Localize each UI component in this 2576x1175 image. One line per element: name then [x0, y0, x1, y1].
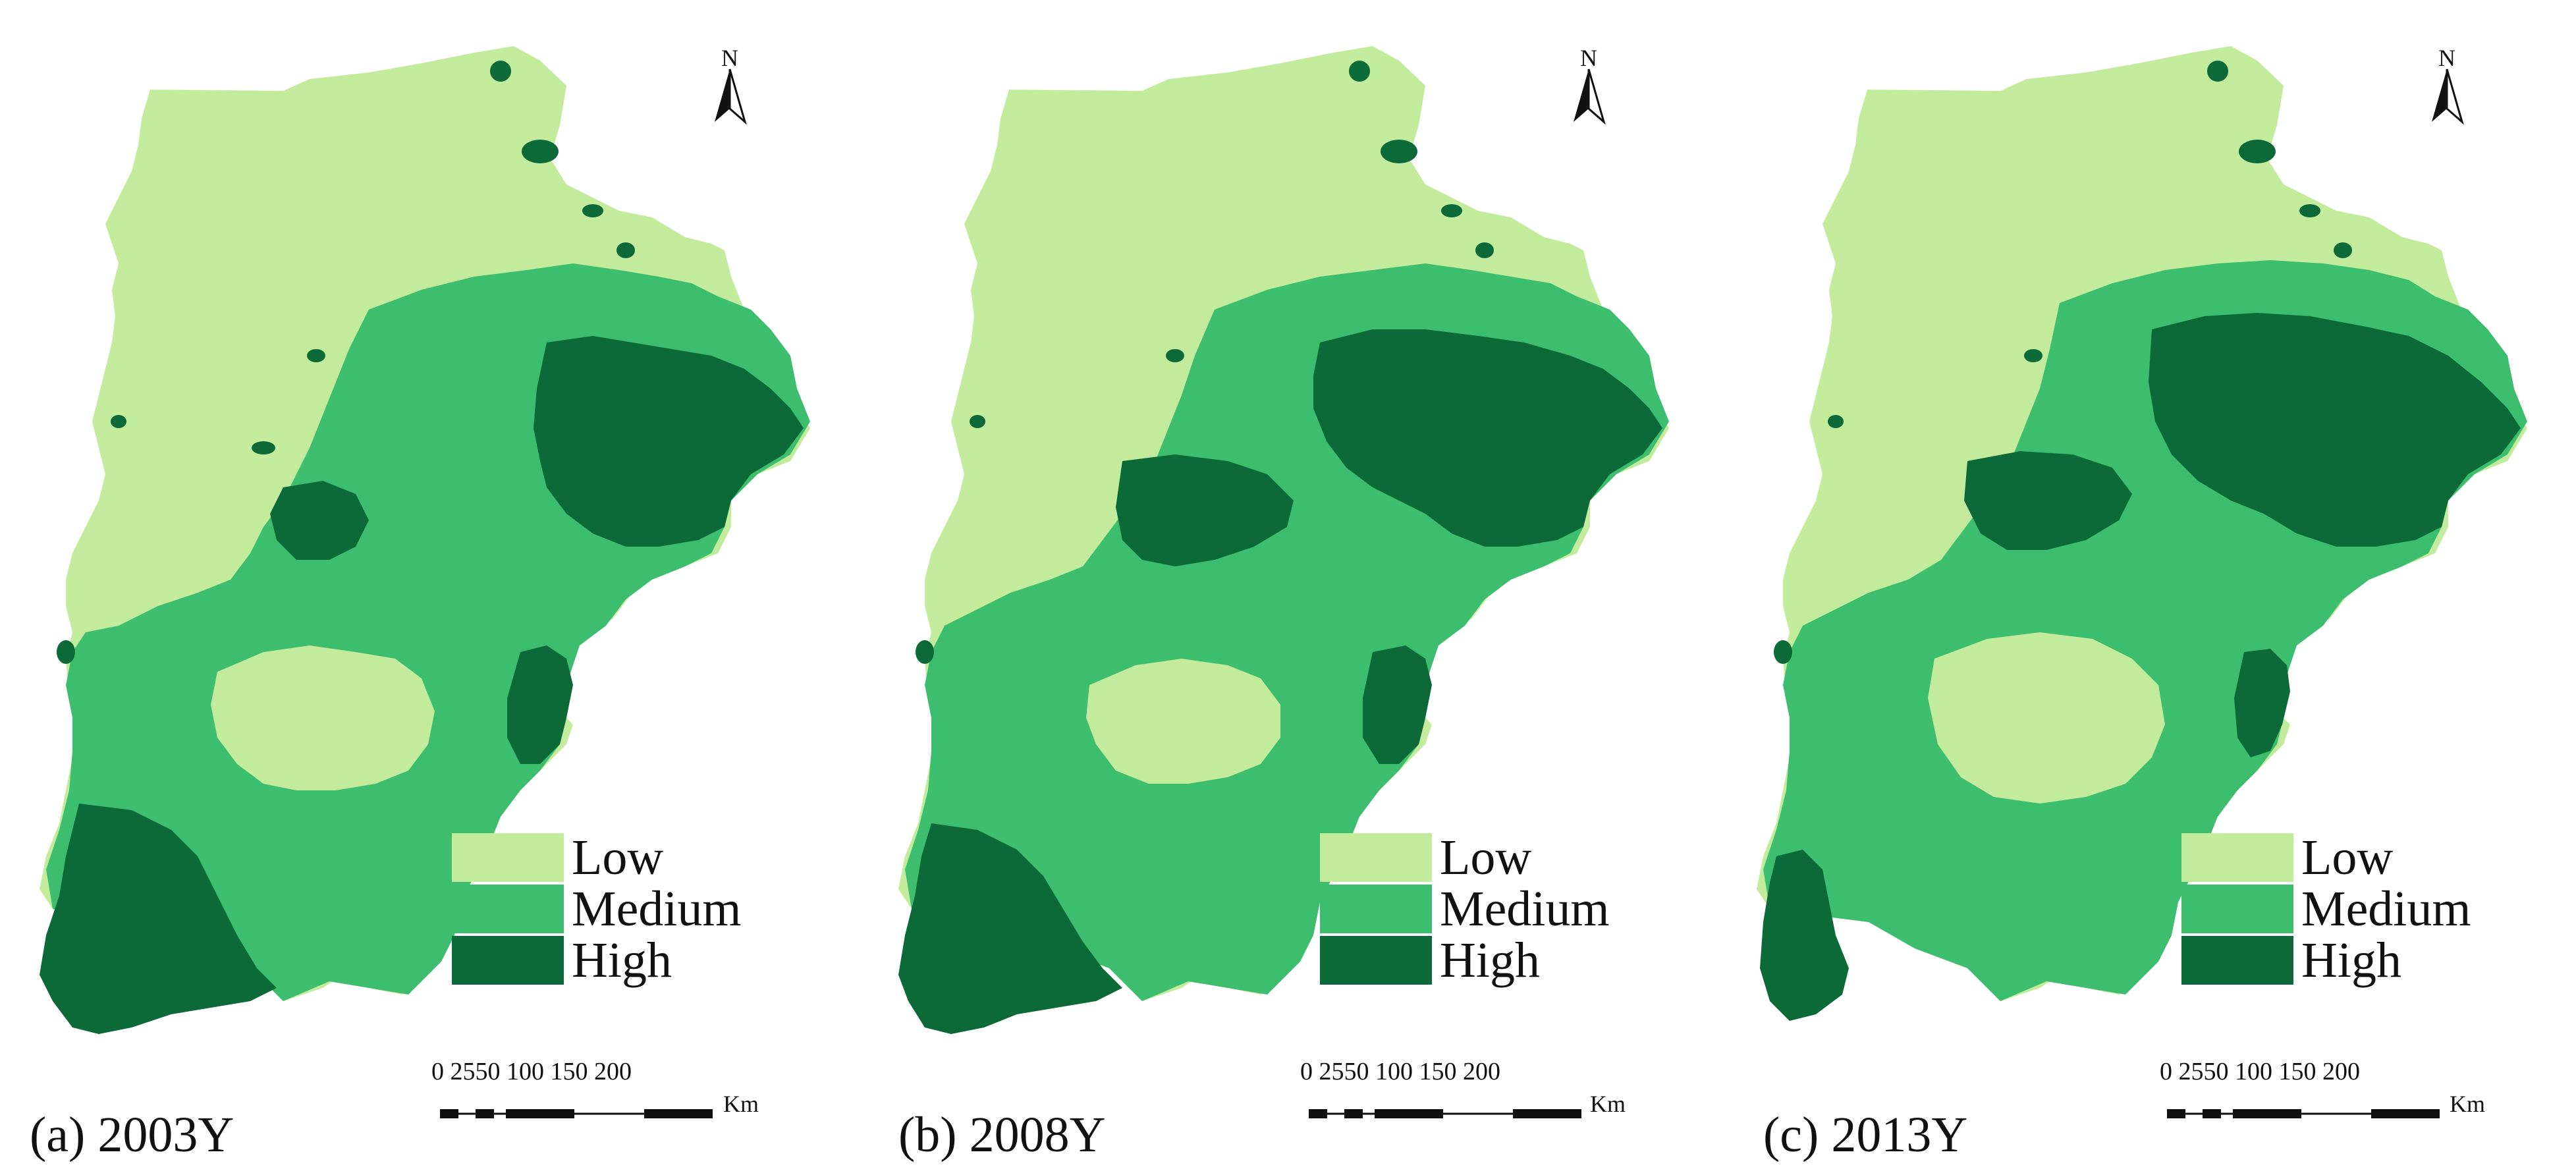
legend-swatch-low — [452, 833, 564, 882]
north-arrow-icon — [715, 68, 747, 125]
legend-label-high: High — [572, 933, 672, 988]
scale-bar — [1309, 1109, 1581, 1118]
legend-label-low: Low — [572, 830, 664, 885]
panel-caption: (c) 2013Y — [1763, 1107, 1968, 1162]
region-map: N — [1757, 45, 2527, 1118]
region-high-central — [1116, 454, 1294, 566]
lake-mark — [1441, 204, 1462, 217]
region-high-central — [1964, 451, 2132, 550]
lake-mark — [2207, 61, 2228, 82]
legend-label-high: High — [1440, 933, 1540, 988]
region-low-inner — [1086, 659, 1280, 784]
legend-swatch-high — [1320, 936, 1432, 985]
panel-caption: (b) 2008Y — [898, 1107, 1106, 1162]
map-panel-b: N Low Medium High 0 2550 100 150 200 Km … — [859, 0, 1718, 1175]
lake-mark — [252, 441, 275, 454]
region-map: N — [40, 45, 810, 1118]
lake-mark — [970, 415, 985, 428]
legend-label-low: Low — [2301, 830, 2394, 885]
region-map: N — [898, 45, 1669, 1118]
lake-mark — [1828, 415, 1844, 428]
region-high-coast — [1363, 645, 1432, 764]
lake-mark — [1349, 61, 1370, 82]
region-low-inner — [1928, 632, 2165, 804]
legend-label-high: High — [2301, 933, 2401, 988]
region-high-southwest — [1760, 850, 1849, 1021]
region-high-southwest — [40, 804, 277, 1034]
lake-mark — [2299, 204, 2320, 217]
lake-mark — [617, 242, 635, 258]
legend-swatch-high — [2181, 936, 2293, 985]
scale-bar — [2167, 1109, 2440, 1118]
lake-mark — [307, 349, 325, 362]
north-arrow-label: N — [721, 45, 738, 71]
legend-swatch-medium — [2181, 885, 2293, 933]
lake-mark — [57, 640, 75, 664]
legend-swatch-low — [1320, 833, 1432, 882]
legend-swatch-low — [2181, 833, 2293, 882]
lake-mark — [916, 640, 934, 664]
lake-mark — [2024, 349, 2042, 362]
scale-bar-unit: Km — [2450, 1091, 2485, 1117]
region-high-coast — [507, 645, 573, 764]
scale-bar-ticks: 0 2550 100 150 200 — [431, 1058, 632, 1085]
legend-swatch-medium — [452, 885, 564, 933]
lake-mark — [2334, 242, 2352, 258]
region-high-coast — [2234, 649, 2290, 757]
north-arrow-label: N — [2438, 45, 2455, 71]
north-arrow-icon — [1574, 68, 1606, 125]
lake-mark — [490, 61, 511, 82]
lake-mark — [1166, 349, 1184, 362]
scale-bar-unit: Km — [1590, 1091, 1626, 1117]
region-high-northeast — [1313, 329, 1662, 547]
legend-label-medium: Medium — [2301, 881, 2471, 937]
map-panel-a: N Low Medium High 0 2550 100 150 200 Km … — [0, 0, 859, 1175]
region-high-northeast — [2149, 313, 2521, 547]
lake-mark — [582, 204, 603, 217]
panel-caption: (a) 2003Y — [30, 1107, 234, 1162]
lake-mark — [111, 415, 126, 428]
lake-mark — [1381, 140, 1417, 163]
north-arrow-icon — [2432, 68, 2464, 125]
legend-label-medium: Medium — [572, 881, 742, 937]
region-low-inner — [211, 645, 435, 790]
region-high-northeast — [534, 336, 804, 547]
lake-mark — [522, 140, 559, 163]
lake-mark — [1774, 640, 1792, 664]
scale-bar-ticks: 0 2550 100 150 200 — [1300, 1058, 1500, 1085]
scale-bar — [440, 1109, 713, 1118]
legend-label-medium: Medium — [1440, 881, 1610, 937]
scale-bar-unit: Km — [723, 1091, 759, 1117]
region-high-southwest — [898, 823, 1122, 1034]
lake-mark — [1475, 242, 1494, 258]
lake-mark — [2239, 140, 2276, 163]
legend-label-low: Low — [1440, 830, 1532, 885]
legend-swatch-medium — [1320, 885, 1432, 933]
region-high-central — [270, 481, 369, 560]
scale-bar-ticks: 0 2550 100 150 200 — [2160, 1058, 2360, 1085]
map-panel-c: N Low Medium High 0 2550 100 150 200 Km … — [1717, 0, 2576, 1175]
north-arrow-label: N — [1580, 45, 1597, 71]
legend-swatch-high — [452, 936, 564, 985]
